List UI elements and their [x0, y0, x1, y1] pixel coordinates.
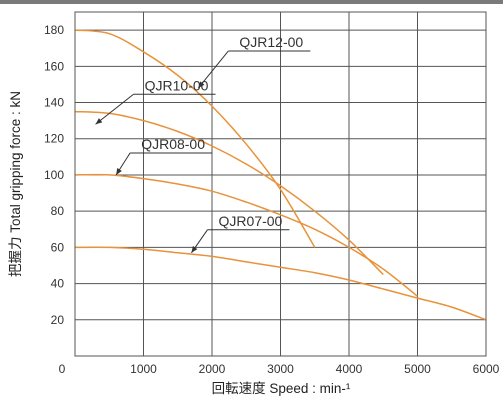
- x-tick-label: 4000: [336, 362, 363, 376]
- y-tick-label: 80: [51, 204, 65, 218]
- x-tick-label: 0: [59, 362, 66, 376]
- plot-frame: [74, 11, 487, 357]
- series-line-qjr08-00: [74, 173, 418, 297]
- top-border-rule: [0, 0, 503, 4]
- series-label: QJR12-00: [239, 34, 303, 50]
- y-tick-label: 140: [44, 96, 64, 110]
- series-label: QJR07-00: [219, 213, 283, 229]
- y-tick-label: 180: [44, 23, 64, 37]
- series-line-qjr07-00: [74, 246, 487, 321]
- leader-line: [95, 93, 134, 125]
- x-tick-label: 6000: [473, 362, 500, 376]
- y-tick-label: 160: [44, 59, 64, 73]
- axis-tick-labels: 0 1000 2000 3000 4000 5000 6000 20 40 60 80 100 120 1…: [44, 23, 500, 376]
- leader-arrowhead-icon: [191, 245, 198, 253]
- x-tick-label: 5000: [404, 362, 431, 376]
- grid-lines: [75, 12, 486, 356]
- y-tick-label: 40: [51, 277, 65, 291]
- leader-line: [197, 50, 229, 89]
- x-axis-title: 回転速度 Speed : min-¹: [212, 381, 351, 396]
- series-curves: [74, 29, 487, 321]
- leader-arrowhead-icon: [95, 118, 103, 125]
- y-tick-label: 60: [51, 240, 65, 254]
- series-line-qjr12-00: [74, 29, 316, 248]
- y-tick-label: 100: [44, 168, 64, 182]
- leader-arrowhead-icon: [198, 81, 205, 89]
- series-label: QJR10-00: [145, 77, 209, 93]
- y-axis-title: 把握力 Total gripping force : kN: [8, 91, 23, 277]
- leader-arrowhead-icon: [116, 168, 122, 175]
- x-tick-label: 2000: [199, 362, 226, 376]
- series-line-qjr10-00: [74, 110, 384, 276]
- x-tick-label: 3000: [267, 362, 294, 376]
- y-tick-label: 120: [44, 132, 64, 146]
- x-tick-label: 1000: [130, 362, 157, 376]
- series-labels: QJR12-00 QJR10-00 QJR08-00 QJR07-00: [95, 34, 311, 254]
- y-tick-label: 20: [51, 313, 65, 327]
- series-label: QJR08-00: [141, 136, 205, 152]
